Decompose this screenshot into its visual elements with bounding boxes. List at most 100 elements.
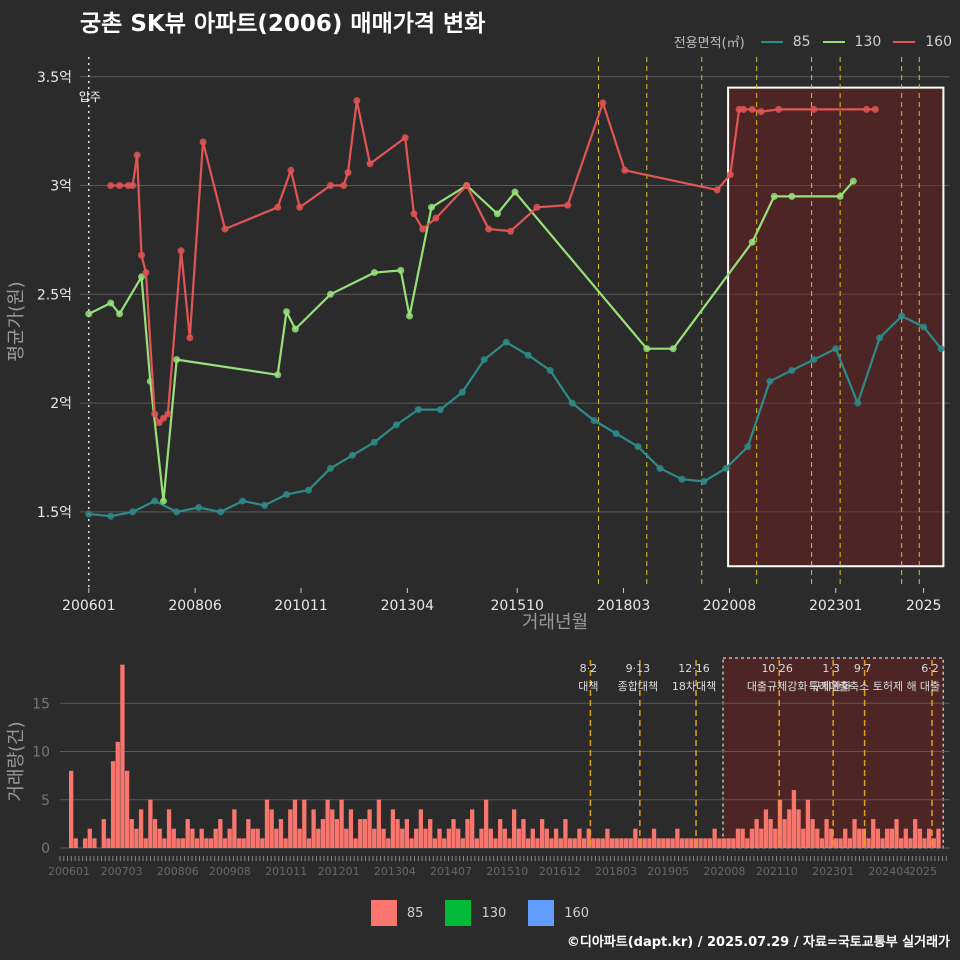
data-point-160 [138,251,146,259]
bar-85 [614,838,619,848]
bar-85 [493,838,498,848]
data-point-130 [493,210,501,218]
bar-legend-item-130: 130 [445,900,506,926]
data-point-160 [401,134,409,142]
bar-85 [927,828,932,848]
bar-85 [418,809,424,848]
bar-85 [679,838,685,848]
x-tick-label: 202301 [809,598,862,614]
data-point-160 [775,105,783,113]
data-point-85 [898,312,906,320]
bar-85 [199,828,204,848]
bar-85 [572,838,577,848]
bar-85 [129,819,134,848]
policy-date: 9·13 [626,662,651,675]
bar-85 [283,838,288,848]
policy-label: 대출규제강화 [747,680,808,693]
bar-85 [922,838,927,848]
data-point-160 [186,334,194,342]
bar-legend-swatch-130 [445,900,472,926]
bar-85 [726,838,731,848]
bar-85 [670,838,675,848]
data-point-85 [414,406,422,414]
bar-85 [539,819,545,848]
bar-85 [824,819,829,848]
bar-85 [899,838,904,848]
bar-85 [274,828,279,848]
data-point-130 [643,345,651,353]
bar-85 [227,828,232,848]
data-point-160 [274,203,282,211]
policy-label: 종합대책 [618,680,658,693]
bar-85 [763,809,769,848]
x-tick-label: 201011 [274,598,327,614]
bar-85 [600,838,605,848]
bar-85 [87,828,92,848]
bar-85 [866,838,871,848]
data-point-130 [291,325,299,333]
bar-85 [465,819,470,848]
bar-85 [213,828,218,848]
bar-85 [623,838,629,848]
data-point-85 [766,377,774,385]
bar-85 [605,828,610,848]
bar-85 [306,838,312,848]
bar-legend: 85 130 160 [0,900,960,926]
data-point-160 [463,182,471,190]
bar-85 [437,828,442,848]
data-point-85 [876,334,884,342]
bar-85 [339,799,344,848]
policy-date: 12·16 [678,662,710,675]
data-point-160 [810,105,818,113]
x-tick-label: 201803 [597,598,650,614]
y-tick-label: 2억 [50,396,72,412]
data-point-160 [871,105,879,113]
bar-85 [563,819,568,848]
policy-date: 1·3 [822,662,840,675]
bar-85 [544,828,549,848]
data-point-130 [788,192,796,200]
bar-85 [222,838,228,848]
data-point-130 [107,299,115,307]
bar-85 [157,828,162,848]
data-point-160 [533,203,541,211]
data-point-160 [177,247,185,255]
bar-x-tick-label: 201407 [430,865,472,878]
bar-legend-item-160: 160 [528,900,589,926]
data-point-160 [159,414,167,422]
bar-85 [875,828,881,848]
bar-85 [829,828,834,848]
x-tick-label: 201510 [490,598,543,614]
bar-85 [451,819,456,848]
bar-85 [73,838,78,848]
bar-85 [936,828,941,848]
bar-85 [404,819,410,848]
bar-85 [609,838,615,848]
policy-date: 8·2 [580,662,598,675]
bar-85 [432,838,438,848]
bar-legend-item-85: 85 [370,900,423,926]
bar-85 [665,838,671,848]
data-point-85 [436,406,444,414]
data-point-85 [326,464,334,472]
x-tick-label: 202008 [703,598,756,614]
bar-85 [428,819,433,848]
data-point-160 [366,160,374,168]
data-point-130 [159,497,167,505]
bar-85 [260,838,265,848]
bar-85 [138,809,144,848]
bar-85 [101,819,106,848]
bar-x-tick-label: 201510 [486,865,528,878]
bar-85 [507,838,512,848]
bar-y-tick-label: 0 [41,841,50,857]
bar-85 [754,819,759,848]
data-point-85 [656,464,664,472]
bar-85 [367,809,372,848]
bar-85 [190,828,195,848]
data-point-85 [568,399,576,407]
bar-85 [502,828,507,848]
bar-85 [661,838,666,848]
bar-85 [400,828,405,848]
bar-85 [880,838,885,848]
data-point-85 [612,430,620,438]
